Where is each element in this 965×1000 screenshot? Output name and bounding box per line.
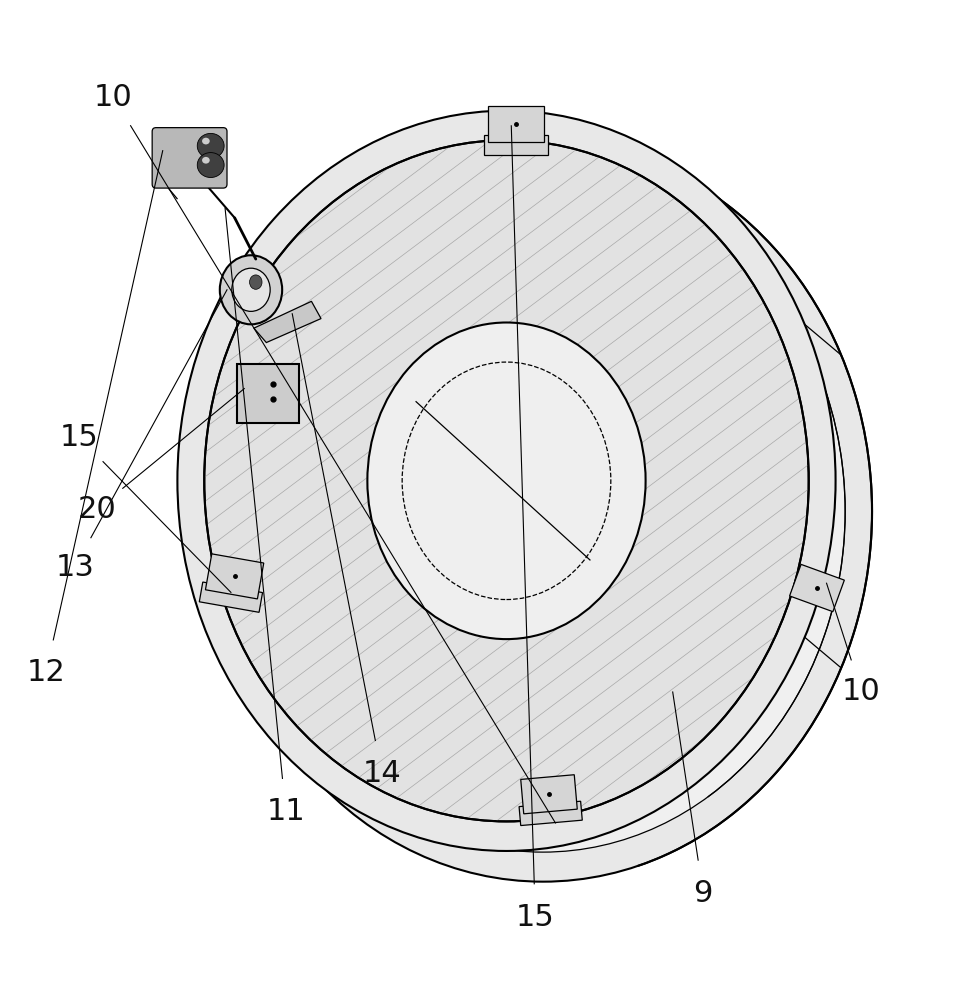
- Ellipse shape: [202, 138, 209, 144]
- Ellipse shape: [232, 268, 270, 311]
- Polygon shape: [521, 775, 577, 814]
- Polygon shape: [254, 301, 321, 343]
- Text: 15: 15: [516, 903, 555, 932]
- Text: 9: 9: [694, 879, 713, 908]
- Ellipse shape: [178, 111, 836, 851]
- Text: 10: 10: [842, 677, 881, 706]
- Ellipse shape: [197, 153, 224, 178]
- Ellipse shape: [219, 155, 794, 807]
- Ellipse shape: [250, 275, 262, 289]
- Polygon shape: [237, 364, 299, 423]
- Text: 10: 10: [94, 83, 132, 112]
- Ellipse shape: [368, 323, 646, 639]
- Ellipse shape: [205, 140, 809, 821]
- Polygon shape: [484, 135, 548, 155]
- Polygon shape: [488, 106, 544, 142]
- Text: 12: 12: [27, 658, 66, 687]
- Ellipse shape: [197, 133, 224, 158]
- Text: 11: 11: [266, 797, 305, 826]
- Polygon shape: [519, 801, 582, 826]
- Polygon shape: [789, 564, 844, 612]
- Ellipse shape: [202, 157, 209, 164]
- FancyBboxPatch shape: [152, 128, 227, 188]
- Ellipse shape: [214, 141, 872, 882]
- Text: 20: 20: [77, 495, 116, 524]
- Polygon shape: [200, 582, 262, 612]
- Ellipse shape: [240, 171, 845, 852]
- Text: 15: 15: [60, 423, 98, 452]
- Polygon shape: [206, 554, 263, 599]
- Ellipse shape: [220, 255, 282, 324]
- Text: 13: 13: [55, 553, 95, 582]
- Text: 14: 14: [363, 759, 401, 788]
